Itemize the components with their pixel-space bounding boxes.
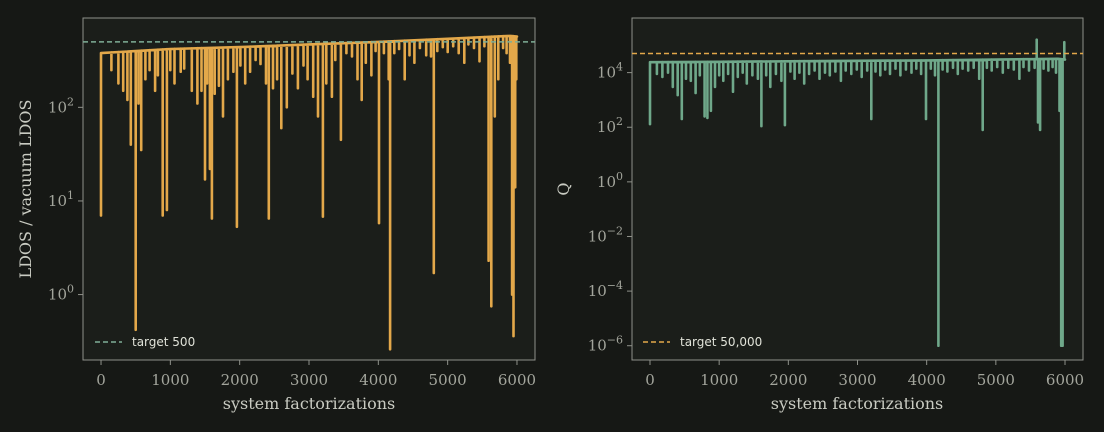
- q-x-tick-label: 5000: [977, 371, 1015, 389]
- ldos-panel: 0 1000 2000 3000 4000 5000 6000 100 101 102 targe…: [16, 17, 536, 413]
- q-x-tick-label: 3000: [838, 371, 876, 389]
- ldos-y-tick-label: 101: [48, 189, 74, 210]
- ldos-x-axis-label: system factorizations: [223, 394, 396, 413]
- q-x-tick-label: 4000: [908, 371, 946, 389]
- ldos-y-tick-label: 100: [48, 283, 74, 304]
- q-x-axis-label: system factorizations: [771, 394, 944, 413]
- q-x-tick-label: 1000: [700, 371, 738, 389]
- q-legend: target 50,000: [643, 335, 762, 349]
- q-ticks: 0 1000 2000 3000 4000 5000 6000 10−6 10−4 10−2 100…: [588, 61, 1084, 389]
- q-y-tick-label: 104: [597, 61, 623, 82]
- ldos-x-tick-label: 4000: [359, 371, 397, 389]
- q-panel: 0 1000 2000 3000 4000 5000 6000 10−6 10−4 10−2 100…: [554, 17, 1084, 413]
- q-x-tick-label: 0: [645, 371, 655, 389]
- q-x-tick-label: 6000: [1046, 371, 1084, 389]
- ldos-legend: target 500: [95, 335, 195, 349]
- ldos-marks: [83, 34, 535, 351]
- q-x-tick-label: 2000: [769, 371, 807, 389]
- ldos-y-axis-label: LDOS / vacuum LDOS: [16, 99, 35, 278]
- q-y-tick-label: 10−2: [588, 224, 623, 245]
- ldos-x-tick-label: 5000: [429, 371, 467, 389]
- q-y-tick-label: 100: [597, 170, 623, 191]
- ldos-y-tick-label: 102: [48, 95, 74, 116]
- ldos-legend-label: target 500: [132, 335, 195, 349]
- q-y-axis-label: Q: [554, 182, 573, 195]
- ldos-x-tick-label: 1000: [151, 371, 189, 389]
- q-y-tick-label: 10−6: [588, 334, 623, 355]
- ldos-x-tick-label: 2000: [221, 371, 259, 389]
- ldos-x-tick-label: 6000: [498, 371, 536, 389]
- q-series-line: [648, 38, 1067, 347]
- ldos-x-tick-label: 3000: [290, 371, 328, 389]
- ldos-x-tick-label: 0: [96, 371, 106, 389]
- ldos-ticks: 0 1000 2000 3000 4000 5000 6000 100 101 102: [48, 95, 536, 389]
- q-y-tick-label: 102: [597, 115, 623, 136]
- q-y-tick-label: 10−4: [588, 279, 623, 300]
- ldos-series-line: [99, 34, 519, 351]
- q-marks: [632, 38, 1083, 347]
- q-legend-label: target 50,000: [680, 335, 762, 349]
